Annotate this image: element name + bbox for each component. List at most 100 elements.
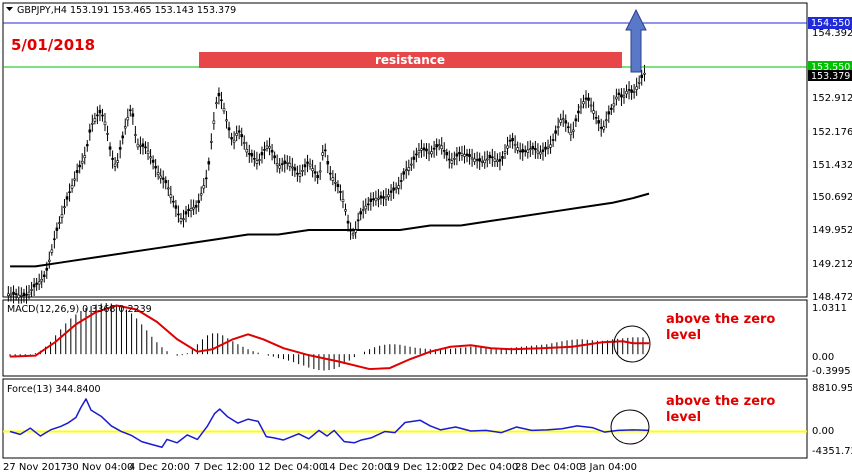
price-candle-body [73,178,76,181]
price-candle-body [217,92,221,97]
green-price-label: 153.550 [811,62,850,73]
time-tick: 19 Dec 12:00 [387,462,454,473]
price-candle-body [344,209,347,212]
price-candle-body [356,219,360,222]
force-index-line [9,398,650,449]
price-candle-body [551,139,555,141]
price-candle-body [242,142,246,144]
price-candle-body [106,133,109,135]
price-tick: 152.912 [812,93,852,104]
price-candle-body [70,185,74,189]
price-candle-body [126,117,130,121]
price-candle-body [225,119,228,122]
price-candle-body [572,129,575,132]
plot-layer [3,64,807,449]
price-candle-body [68,191,71,194]
price-candle-body [88,129,92,133]
fast-ma-line [41,97,648,295]
price-candle-body [197,200,200,204]
price-candle-body [346,220,350,224]
price-candle-body [222,108,226,112]
force-highlight-circle [610,409,650,445]
price-candle-body [463,154,466,157]
price-candle-body [40,278,44,282]
price-candle-body [273,155,276,159]
price-candle-body [518,150,522,153]
price-candle-body [296,172,299,175]
price-candle-body [448,158,451,161]
price-candle-body [169,194,173,198]
price-candle-body [430,151,433,155]
price-candle-body [45,267,49,271]
price-candle-body [166,187,170,190]
price-candle-body [301,170,304,172]
price-candle-body [511,137,514,142]
price-candle-body [392,187,395,191]
price-candle-body [351,233,355,236]
price-candle-body [227,127,231,131]
price-candle-body [118,147,122,150]
price-candle-body [549,144,552,148]
price-candle-body [207,161,211,165]
price-candle-body [255,160,259,164]
price-candle-body [561,118,565,120]
price-candle-body [399,180,403,182]
price-candle-body [627,89,631,91]
price-candle-body [308,163,312,167]
price-candle-body [643,72,646,75]
price-candle-body [311,168,314,171]
price-candle-body [151,159,155,163]
price-candle-body [564,120,568,124]
price-candle-body [455,153,459,157]
price-candle-body [248,153,251,155]
price-candle-body [529,148,532,151]
price-candle-body [534,148,537,151]
price-candle-body [283,160,287,164]
price-candle-body [442,150,446,152]
price-tick: 150.692 [812,192,852,203]
price-candle-body [164,180,168,184]
price-candle-body [622,95,626,98]
price-candle-body [592,110,595,114]
price-tick: 151.432 [812,160,852,171]
price-candle-body [336,183,340,188]
price-candle-body [265,145,269,149]
price-candle-body [144,146,147,149]
price-candle-body [503,151,507,154]
price-candle-body [131,113,135,117]
price-candle-body [473,158,476,162]
price-candle-body [58,222,61,224]
price-candle-body [182,218,185,220]
price-candle-body [123,126,127,129]
price-candle-body [589,104,593,107]
price-tick: 148.472 [812,292,852,303]
price-candle-body [523,150,527,152]
macd-panel-frame [2,299,808,377]
price-candle-body [129,109,132,112]
price-candle-body [402,171,406,175]
price-candle-body [192,206,195,210]
macd-note-line2: level [666,328,701,343]
price-candle-body [410,163,413,166]
price-candle-body [582,101,585,105]
price-candle-body [437,144,441,147]
macd-title: MACD(12,26,9) 0.3368 0.2239 [7,304,152,315]
price-candle-body [427,151,431,155]
price-candle-body [35,282,38,285]
price-candle-body [329,172,332,175]
price-candle-body [361,209,365,211]
price-candle-body [440,145,444,149]
price-candle-body [417,150,421,154]
price-candle-body [174,205,178,209]
price-tick: 149.212 [812,259,852,270]
price-candle-body [258,159,261,161]
price-candle-body [101,114,104,117]
price-candle-body [268,146,271,149]
price-candle-body [250,153,254,157]
date-label: 5/01/2018 [11,36,95,54]
price-candle-body [55,227,59,231]
price-candle-body [488,154,492,159]
macd-highlight-circle [613,325,651,363]
price-candle-body [475,159,479,161]
price-candle-body [632,91,636,93]
